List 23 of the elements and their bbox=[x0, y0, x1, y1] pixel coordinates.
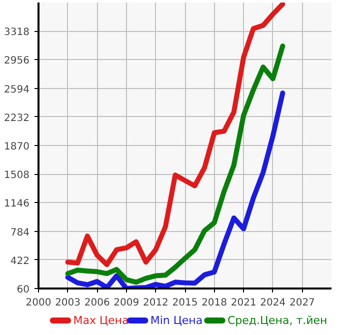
y-tick-label: 1870 bbox=[4, 142, 30, 152]
x-tick-label: 2027 bbox=[289, 298, 315, 308]
legend-label: Max Цена bbox=[73, 314, 129, 327]
y-tick-label: 2956 bbox=[4, 56, 30, 67]
y-tick-label: 60 bbox=[16, 284, 30, 296]
y-tick-label: 2232 bbox=[4, 112, 30, 124]
x-tick-label: 2012 bbox=[142, 298, 168, 308]
y-tick-label: 2594 bbox=[4, 84, 30, 96]
x-tick-label: 2003 bbox=[55, 298, 81, 308]
legend-label: Min Цена bbox=[150, 314, 203, 327]
x-tick-label: 2021 bbox=[230, 298, 256, 308]
x-tick-label: 2024 bbox=[260, 298, 286, 308]
x-tick-label: 2009 bbox=[114, 298, 140, 308]
y-tick-label: 1508 bbox=[4, 170, 30, 182]
x-tick-label: 2018 bbox=[202, 298, 228, 308]
x-tick-label: 2015 bbox=[172, 298, 198, 308]
y-tick-label: 1146 bbox=[4, 198, 30, 210]
legend-label: Сред.Цена, т.йен bbox=[227, 314, 328, 327]
x-tick-label: 2000 bbox=[26, 298, 52, 308]
y-tick-label: 3318 bbox=[4, 27, 30, 38]
y-tick-label: 784 bbox=[10, 227, 30, 238]
y-tick-label: 422 bbox=[10, 256, 30, 267]
x-tick-label: 2006 bbox=[84, 298, 110, 308]
